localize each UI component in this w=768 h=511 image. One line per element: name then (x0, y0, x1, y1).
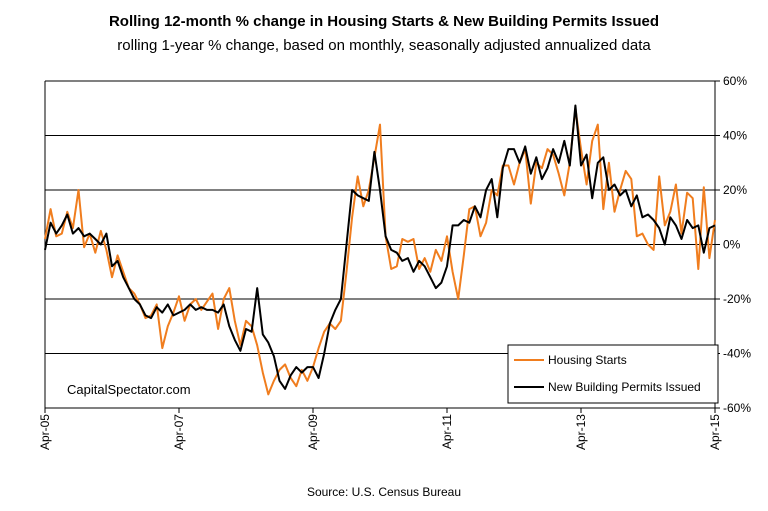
legend-label: Housing Starts (548, 353, 627, 367)
x-tick-label: Apr-11 (440, 414, 454, 449)
y-tick-label: 60% (723, 74, 747, 88)
chart-title: Rolling 12-month % change in Housing Sta… (109, 13, 659, 30)
x-tick-label: Apr-13 (574, 414, 588, 450)
y-tick-label: 40% (723, 129, 747, 143)
x-tick-label: Apr-05 (38, 414, 52, 450)
source-note: Source: U.S. Census Bureau (307, 485, 461, 499)
y-tick-label: 20% (723, 183, 747, 197)
x-tick-label: Apr-15 (708, 414, 722, 450)
chart-subtitle: rolling 1-year % change, based on monthl… (117, 37, 651, 54)
y-tick-label: 0% (723, 238, 741, 252)
y-tick-label: -60% (723, 401, 751, 415)
watermark: CapitalSpectator.com (67, 382, 191, 397)
y-tick-label: -20% (723, 292, 751, 306)
legend-box (507, 344, 719, 404)
x-tick-label: Apr-07 (172, 414, 186, 450)
series-line (44, 107, 716, 396)
y-tick-label: -40% (723, 347, 751, 361)
series-line (44, 104, 716, 390)
legend-label: New Building Permits Issued (548, 380, 701, 394)
x-tick-label: Apr-09 (306, 414, 320, 450)
